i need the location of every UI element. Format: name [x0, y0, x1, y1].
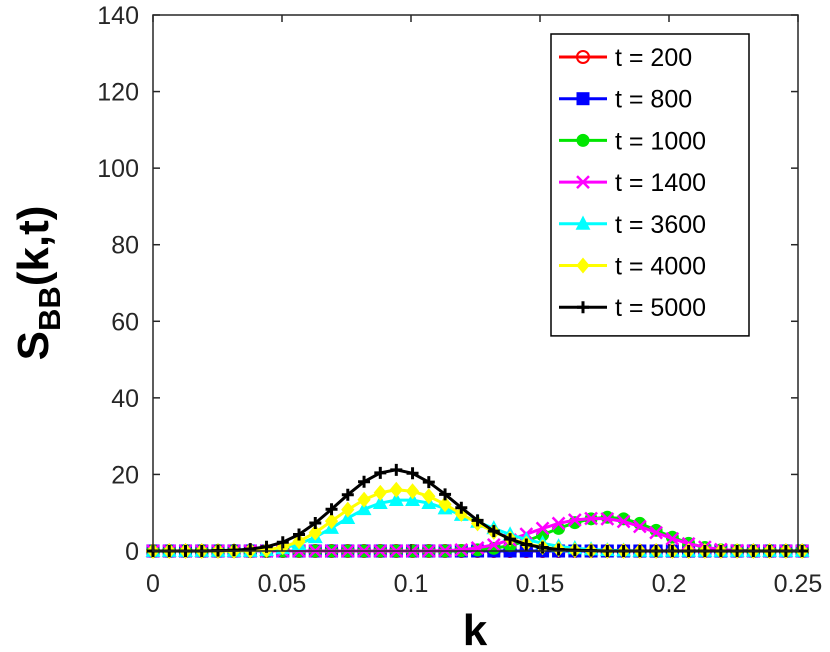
- data-point: [341, 488, 354, 501]
- data-point: [325, 503, 338, 516]
- y-tick-label: 0: [125, 538, 139, 566]
- data-point: [568, 544, 581, 557]
- legend-item: t = 3600: [559, 211, 706, 239]
- legend-marker: [575, 215, 591, 230]
- data-point: [504, 533, 517, 546]
- legend-label: t = 4000: [615, 253, 706, 281]
- data-point: [471, 514, 484, 527]
- legend-box: [550, 33, 750, 337]
- x-tick-label: 0.1: [394, 570, 429, 598]
- legend-item: t = 1000: [559, 127, 706, 155]
- legend-item: t = 5000: [559, 294, 706, 322]
- legend-marker: [576, 175, 590, 189]
- y-tick-label: 20: [111, 461, 139, 489]
- data-point: [341, 501, 355, 518]
- legend-item: t = 800: [559, 86, 692, 114]
- data-point: [372, 494, 388, 510]
- data-point: [356, 500, 372, 516]
- legend-label: t = 1000: [615, 127, 706, 155]
- plot-frame: [152, 14, 799, 552]
- data-point: [358, 475, 371, 488]
- legend-marker: [576, 133, 590, 147]
- x-tick-label: 0.25: [774, 570, 823, 598]
- x-axis-label: k: [463, 606, 488, 652]
- y-tick-label: 140: [97, 2, 139, 30]
- data-point: [390, 463, 403, 476]
- data-point: [487, 525, 500, 538]
- legend-item: t = 1400: [559, 169, 706, 197]
- legend-marker: [576, 257, 590, 274]
- data-point: [422, 476, 435, 489]
- legend-marker: [576, 92, 590, 106]
- data-point: [309, 517, 322, 530]
- y-tick-label: 60: [111, 308, 139, 336]
- x-tick-label: 0: [146, 570, 160, 598]
- legend-marker: [576, 50, 590, 64]
- data-point: [535, 521, 550, 536]
- data-point: [632, 519, 647, 534]
- legend-label: t = 3600: [615, 211, 706, 239]
- y-axis-label-main: S: [9, 331, 58, 360]
- data-point: [357, 491, 371, 508]
- y-axis-label-sub: BB: [32, 286, 67, 331]
- data-point: [422, 488, 436, 505]
- data-point: [486, 537, 501, 552]
- legend-label: t = 1400: [615, 169, 706, 197]
- data-point: [649, 525, 663, 540]
- data-point: [438, 496, 452, 513]
- data-point: [567, 513, 582, 527]
- legend-label: t = 800: [615, 86, 692, 114]
- data-point: [454, 542, 469, 557]
- data-point: [552, 543, 565, 556]
- data-point: [373, 484, 387, 501]
- data-point: [244, 543, 257, 556]
- data-point: [455, 501, 468, 514]
- series-line: [153, 468, 803, 553]
- data-point: [389, 481, 403, 498]
- data-point: [520, 538, 533, 551]
- data-point: [374, 466, 387, 479]
- data-point: [292, 533, 306, 550]
- legend-label: t = 5000: [615, 294, 706, 322]
- x-tick-label: 0.15: [516, 570, 565, 598]
- data-point: [308, 524, 322, 541]
- y-tick-label: 40: [111, 385, 139, 413]
- data-point: [584, 511, 598, 526]
- y-axis-label-tail: (k,t): [9, 206, 58, 287]
- legend-item: t = 4000: [559, 253, 706, 281]
- data-point: [324, 513, 339, 530]
- legend-label: t = 200: [615, 44, 692, 72]
- data-point: [228, 544, 241, 557]
- data-point: [405, 483, 420, 500]
- data-point: [439, 488, 452, 501]
- x-tick-label: 0.2: [652, 570, 687, 598]
- y-tick-label: 80: [111, 232, 139, 260]
- data-point: [388, 491, 404, 506]
- y-axis-label: SBB(k,t): [9, 206, 67, 361]
- x-tick-label: 0.05: [258, 570, 307, 598]
- data-point: [551, 516, 566, 531]
- data-point: [665, 531, 680, 546]
- data-point: [600, 511, 615, 526]
- y-tick-label: 120: [97, 79, 139, 107]
- legend-marker: [577, 301, 589, 314]
- y-tick-label: 100: [97, 155, 139, 183]
- data-point: [293, 528, 306, 541]
- data-point: [276, 536, 289, 549]
- data-point: [406, 467, 419, 480]
- legend-item: t = 200: [559, 44, 692, 72]
- data-point: [616, 514, 631, 529]
- data-point: [470, 541, 485, 555]
